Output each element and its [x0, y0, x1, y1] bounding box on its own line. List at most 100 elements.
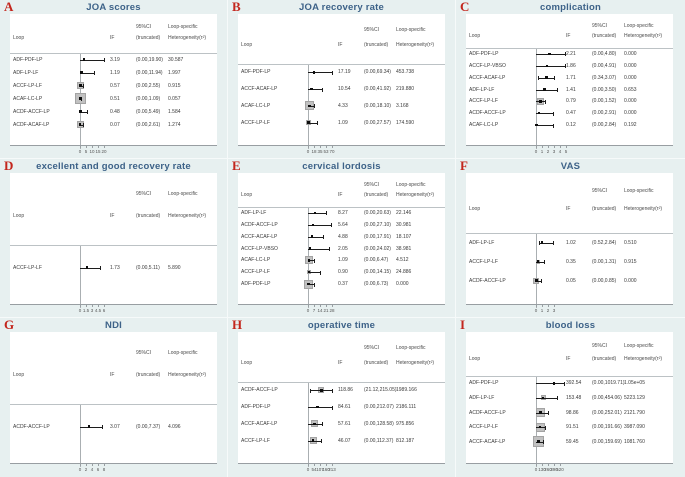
- header-divider: [466, 376, 673, 377]
- row-ci-value: (0.34,3.07): [592, 74, 617, 81]
- zero-reference-line: [536, 49, 537, 149]
- x-axis-tick-label: 0: [78, 149, 82, 154]
- x-axis-tick: [308, 305, 309, 307]
- panel-letter: D: [4, 159, 14, 173]
- x-axis-tick-label: 70: [329, 149, 335, 154]
- panel-title: operative time: [307, 320, 376, 331]
- row-ci-value: (0.00,1019.71): [592, 380, 625, 387]
- x-axis-tick: [554, 464, 555, 466]
- if-estimate-marker: [311, 223, 315, 227]
- header-divider: [238, 207, 445, 208]
- if-estimate-marker: [537, 440, 540, 443]
- row-ci-value: (0.00,2.55): [136, 82, 161, 89]
- x-axis-tick: [98, 305, 99, 307]
- row-if-value: 1.19: [110, 69, 120, 76]
- row-loop-label: ACCF-LP-LF: [469, 424, 498, 431]
- row-loop-label: ACDF-ACAF-LP: [13, 121, 50, 128]
- row-loop-label: ADF-PDF-LP: [13, 56, 43, 63]
- if-estimate-marker: [539, 100, 542, 103]
- row-ci-value: (0.00,0.85): [592, 277, 617, 284]
- row-heterogeneity-value: 5223.129: [624, 394, 645, 401]
- ci-line: [308, 122, 318, 124]
- col-header-ci-line2: (truncated): [364, 192, 389, 198]
- ci-upper-cap: [322, 87, 324, 92]
- x-axis-tick-label: 5: [84, 149, 88, 154]
- x-axis-tick: [542, 464, 543, 466]
- row-loop-label: ADF-LP-LF: [469, 239, 495, 246]
- row-if-value: 98.86: [566, 409, 579, 416]
- if-estimate-marker: [541, 396, 545, 400]
- row-loop-label: ACCF-LP-VBSO: [469, 62, 506, 69]
- col-header-ci-line1: 95%CI: [364, 345, 380, 351]
- x-axis-tick-label: 10: [89, 149, 95, 154]
- ci-upper-cap: [314, 104, 316, 109]
- ci-line: [308, 248, 329, 250]
- row-if-value: 0.07: [110, 121, 120, 128]
- ci-upper-cap: [553, 241, 555, 245]
- x-axis-tick-label: 107: [316, 467, 324, 472]
- x-axis-tick-label: 0: [306, 149, 310, 154]
- row-ci-value: (0.00,5.11): [136, 264, 160, 271]
- ci-line: [80, 267, 101, 269]
- x-axis-tick: [548, 305, 549, 307]
- x-axis-tick: [104, 305, 105, 307]
- x-axis-tick-label: 6: [102, 308, 106, 313]
- col-header-if: IF: [110, 213, 115, 219]
- if-estimate-marker: [79, 84, 82, 87]
- header-divider: [10, 53, 217, 54]
- row-heterogeneity-value: 0.653: [624, 86, 637, 93]
- ci-upper-cap: [556, 396, 558, 401]
- row-heterogeneity-value: 453.738: [396, 69, 415, 76]
- plot-area: Loop IF 95%CI (truncated) Loop-specific Heter…: [10, 173, 217, 313]
- row-if-value: 1.71: [566, 74, 576, 81]
- plot-area: Loop IF 95%CI (truncated) Loop-specific Heter…: [466, 332, 673, 472]
- col-header-ci-line2: (truncated): [136, 213, 161, 219]
- if-estimate-marker: [79, 97, 82, 100]
- row-loop-label: ACDF-ACCF-LP: [13, 108, 50, 115]
- row-heterogeneity-value: 30.587: [168, 56, 184, 63]
- ci-line: [308, 284, 314, 286]
- row-ci-value: (0.00,69.34): [364, 69, 391, 76]
- row-if-value: 2.21: [566, 50, 576, 57]
- row-heterogeneity-value: 812.187: [396, 437, 415, 444]
- x-axis-tick-label: 2: [546, 308, 550, 313]
- row-ci-value: (21.12,215.05): [364, 387, 397, 394]
- col-header-heterogeneity-line2: Heterogeneity(τ²): [624, 356, 663, 362]
- x-axis-tick-label: 4: [558, 149, 562, 154]
- row-if-value: 0.79: [566, 98, 576, 105]
- row-ci-value: (0.00,128.58): [364, 420, 394, 427]
- header-divider: [238, 64, 445, 65]
- ci-upper-cap: [331, 223, 333, 228]
- x-axis-tick: [536, 305, 537, 307]
- row-heterogeneity-value: 1989.166: [396, 387, 417, 394]
- row-ci-value: (0.00,5.49): [136, 108, 161, 115]
- row-if-value: 0.57: [110, 82, 120, 89]
- row-heterogeneity-value: 1.997: [168, 69, 181, 76]
- row-loop-label: ADF-PDF-LP: [469, 50, 499, 57]
- row-loop-label: ACAF-LC-LP: [13, 95, 43, 102]
- row-if-value: 91.51: [566, 424, 579, 431]
- col-header-heterogeneity-line2: Heterogeneity(τ²): [624, 206, 663, 212]
- ci-lower-cap: [538, 76, 540, 81]
- x-axis-tick: [308, 464, 309, 466]
- x-axis-tick: [80, 464, 81, 466]
- row-heterogeneity-value: 0.000: [624, 62, 637, 69]
- x-axis-tick: [332, 305, 333, 307]
- row-if-value: 0.35: [566, 258, 576, 265]
- col-header-loop: Loop: [13, 213, 25, 219]
- x-axis: [10, 463, 217, 464]
- panel-title: excellent and good recovery rate: [36, 161, 191, 172]
- x-axis-tick-label: 35: [317, 149, 323, 154]
- row-if-value: 17.19: [338, 69, 351, 76]
- x-axis-tick: [80, 146, 81, 148]
- x-axis-tick-label: 0: [534, 149, 538, 154]
- x-axis-tick: [560, 146, 561, 148]
- if-estimate-marker: [313, 422, 316, 426]
- panel-b: B JOA recovery rate Loop IF 95%CI (truncated)…: [228, 0, 456, 159]
- ci-line: [536, 412, 548, 414]
- panel-title: JOA scores: [86, 2, 141, 13]
- header-divider: [466, 233, 673, 234]
- if-estimate-marker: [80, 71, 83, 74]
